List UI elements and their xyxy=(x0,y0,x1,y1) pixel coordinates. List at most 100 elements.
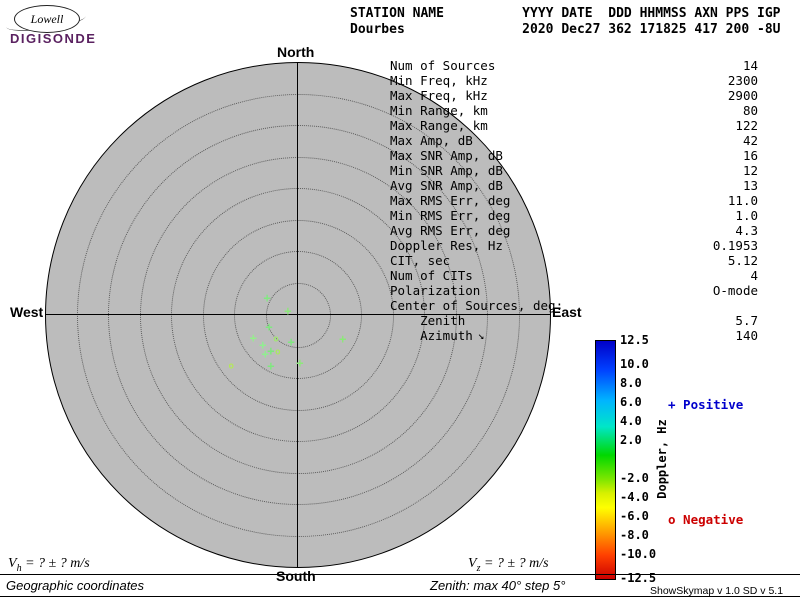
colorbar-tick: 4.0 xyxy=(620,413,642,428)
source-point: + xyxy=(249,331,257,346)
stats-row: Azimuth ↘ 140 xyxy=(390,328,758,343)
lowell-logo: Lowell xyxy=(14,5,80,33)
source-point: + xyxy=(261,347,269,362)
window-bottom-border xyxy=(0,596,800,597)
colorbar-tick: -4.0 xyxy=(620,490,649,505)
stats-row: Num of CITs 4 xyxy=(390,268,758,283)
colorbar-axis-label: Doppler, Hz xyxy=(655,419,669,499)
colorbar-tick: 6.0 xyxy=(620,394,642,409)
stats-value: 4 xyxy=(750,268,758,283)
compass-north-label: North xyxy=(277,44,315,60)
compass-south-label: South xyxy=(276,568,316,584)
colorbar-tick: -6.0 xyxy=(620,509,649,524)
stats-row: Avg RMS Err, deg 4.3 xyxy=(390,223,758,238)
vertical-velocity-readout: Vz = ? ± ? m/s xyxy=(468,556,549,574)
source-point: + xyxy=(263,290,271,305)
stats-value: 12 xyxy=(742,163,758,178)
stats-row: Min Range, km 80 xyxy=(390,103,758,118)
legend-positive: + Positive xyxy=(668,397,744,412)
stats-row: Max Freq, kHz 2900 xyxy=(390,88,758,103)
vz-symbol: V xyxy=(468,556,477,571)
colorbar-tick: 8.0 xyxy=(620,375,642,390)
stats-value: 16 xyxy=(742,148,758,163)
stats-value: 2300 xyxy=(727,73,758,88)
stats-label: Max Range, km xyxy=(390,118,488,133)
stats-label: Max SNR Amp, dB xyxy=(390,148,503,163)
stats-label: Azimuth xyxy=(390,328,473,343)
logo-brand-text: Lowell xyxy=(30,11,64,26)
legend-negative: o Negative xyxy=(668,512,744,527)
stats-label: Num of Sources xyxy=(390,58,496,73)
software-version-label: ShowSkymap v 1.0 SD v 5.1 xyxy=(650,585,784,597)
doppler-colorbar xyxy=(595,340,616,580)
colorbar-ticks: 12.5 10.0 8.0 6.0 4.0 2.0 -2.0 -4.0 -6.0 -8.0 -10.… xyxy=(620,333,664,585)
source-point: + xyxy=(296,355,304,370)
stats-label: Min Freq, kHz xyxy=(390,73,488,88)
azimuth-direction-icon: ↘ xyxy=(477,329,485,342)
stats-label: Min SNR Amp, dB xyxy=(390,163,503,178)
zenith-range-label: Zenith: max 40° step 5° xyxy=(430,578,566,593)
stats-value: 122 xyxy=(735,118,758,133)
stats-panel: Num of Sources 14 Min Freq, kHz 2300 Max Fre… xyxy=(390,58,758,343)
digisonde-wordmark: DIGISONDE xyxy=(10,31,97,46)
stats-value: 5.12 xyxy=(727,253,758,268)
source-point: o xyxy=(275,347,281,358)
stats-value: 140 xyxy=(735,328,758,343)
source-point: o xyxy=(228,361,234,372)
stats-row: Max RMS Err, deg 11.0 xyxy=(390,193,758,208)
stats-row: Max Range, km 122 xyxy=(390,118,758,133)
zenith-ring xyxy=(76,93,520,537)
stats-label: CIT, sec xyxy=(390,253,451,268)
stats-row: Min RMS Err, deg 1.0 xyxy=(390,208,758,223)
header-station-values: Dourbes 2020 Dec27 362 171825 417 200 -8… xyxy=(350,22,781,37)
stats-value: 80 xyxy=(742,103,758,118)
source-point: + xyxy=(339,331,347,346)
stats-label: Center of Sources, deg: xyxy=(390,298,564,313)
stats-row: Center of Sources, deg: xyxy=(390,298,758,313)
source-point: + xyxy=(267,343,275,358)
stats-label: Num of CITs xyxy=(390,268,473,283)
stats-value: 5.7 xyxy=(735,313,758,328)
stats-label: Min RMS Err, deg xyxy=(390,208,511,223)
stats-label: Polarization xyxy=(390,283,481,298)
stats-value: 4.3 xyxy=(735,223,758,238)
stats-value: O-mode xyxy=(712,283,758,298)
stats-label: Zenith xyxy=(390,313,466,328)
stats-label: Max Amp, dB xyxy=(390,133,473,148)
north-south-axis xyxy=(297,63,298,567)
stats-row: Zenith 5.7 xyxy=(390,313,758,328)
stats-value: 42 xyxy=(742,133,758,148)
footer-divider xyxy=(0,574,800,575)
source-point: + xyxy=(267,359,275,374)
colorbar-tick: 2.0 xyxy=(620,432,642,447)
vh-symbol: V xyxy=(8,556,17,571)
colorbar-tick: 10.0 xyxy=(620,356,649,371)
colorbar-tick: -2.0 xyxy=(620,471,649,486)
stats-label: Max RMS Err, deg xyxy=(390,193,511,208)
horizontal-velocity-readout: Vh = ? ± ? m/s xyxy=(8,556,90,574)
stats-label: Max Freq, kHz xyxy=(390,88,488,103)
stats-value: 14 xyxy=(742,58,758,73)
stats-row: Min SNR Amp, dB 12 xyxy=(390,163,758,178)
stats-value: 0.1953 xyxy=(712,238,758,253)
coordinate-system-label: Geographic coordinates xyxy=(6,578,145,593)
source-point: + xyxy=(265,319,273,334)
stats-value: 11.0 xyxy=(727,193,758,208)
stats-label: Doppler Res, Hz xyxy=(390,238,503,253)
east-west-axis xyxy=(46,314,550,315)
vh-subscript: h xyxy=(16,562,22,574)
compass-west-label: West xyxy=(10,304,44,320)
source-point: + xyxy=(284,304,292,319)
header-column-labels: STATION NAME YYYY DATE DDD HHMMSS AXN PP… xyxy=(350,6,781,21)
stats-value: 13 xyxy=(742,178,758,193)
stats-value: 2900 xyxy=(727,88,758,103)
colorbar-tick: -8.0 xyxy=(620,528,649,543)
stats-label: Min Range, km xyxy=(390,103,488,118)
stats-row: Avg SNR Amp, dB 13 xyxy=(390,178,758,193)
vz-value: = ? ± ? m/s xyxy=(480,556,549,571)
source-point: o xyxy=(273,334,279,345)
stats-row: Polarization O-mode xyxy=(390,283,758,298)
colorbar-tick: -10.0 xyxy=(620,547,657,562)
colorbar-tick: 12.5 xyxy=(620,333,649,347)
stats-label: Avg RMS Err, deg xyxy=(390,223,511,238)
